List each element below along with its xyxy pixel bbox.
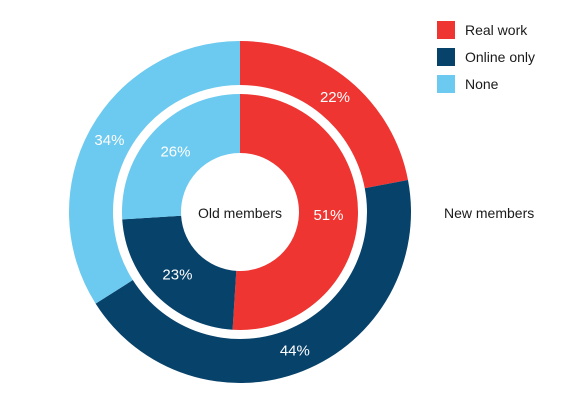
outer-series-label: New members bbox=[444, 205, 534, 221]
inner-ring bbox=[119, 91, 361, 333]
outer-ring bbox=[69, 41, 411, 383]
legend-item-online-only: Online only bbox=[437, 43, 535, 70]
outer-slice-none bbox=[69, 41, 241, 304]
legend-item-real-work: Real work bbox=[437, 16, 535, 43]
inner-series-label: Old members bbox=[198, 205, 282, 221]
legend: Real work Online only None bbox=[437, 16, 535, 97]
legend-swatch-real-work bbox=[437, 20, 455, 39]
legend-swatch-none bbox=[437, 74, 455, 93]
legend-item-none: None bbox=[437, 70, 535, 97]
inner-label-none: 26% bbox=[160, 143, 190, 160]
outer-slice-real-work bbox=[240, 41, 408, 189]
outer-label-none: 34% bbox=[94, 132, 124, 149]
inner-label-real-work: 51% bbox=[313, 207, 343, 224]
outer-label-online-only: 44% bbox=[280, 343, 310, 360]
outer-label-real-work: 22% bbox=[320, 89, 350, 106]
inner-slice-real-work bbox=[232, 94, 358, 330]
inner-label-online-only: 23% bbox=[162, 267, 192, 284]
legend-label: None bbox=[465, 75, 499, 92]
slice-labels: 22% 44% 34% 51% 23% 26% bbox=[94, 89, 350, 359]
legend-label: Online only bbox=[465, 48, 536, 65]
inner-slice-none bbox=[122, 94, 240, 220]
outer-slice-online-only bbox=[95, 179, 411, 383]
legend-label: Real work bbox=[465, 21, 528, 38]
inner-slice-online-only bbox=[122, 215, 237, 330]
legend-swatch-online-only bbox=[437, 47, 455, 66]
